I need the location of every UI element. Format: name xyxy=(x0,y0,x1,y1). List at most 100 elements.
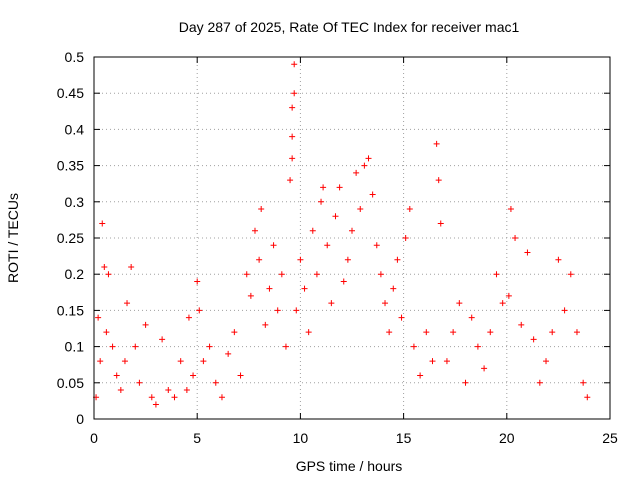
data-point xyxy=(524,249,531,256)
data-point xyxy=(357,206,364,213)
data-point xyxy=(291,90,298,97)
data-point xyxy=(196,307,203,314)
data-point xyxy=(328,300,335,307)
data-point xyxy=(344,256,351,263)
data-point xyxy=(518,321,525,328)
data-point xyxy=(555,256,562,263)
data-point xyxy=(580,379,587,386)
y-tick-label: 0.45 xyxy=(57,85,84,101)
y-axis-title: ROTI / TECUs xyxy=(5,193,21,283)
data-point xyxy=(406,206,413,213)
data-point xyxy=(165,387,172,394)
data-point xyxy=(171,394,178,401)
data-point xyxy=(324,242,331,249)
x-tick-label: 25 xyxy=(602,430,618,446)
data-point xyxy=(584,394,591,401)
data-point xyxy=(301,285,308,292)
data-point xyxy=(194,278,201,285)
data-point xyxy=(183,387,190,394)
data-point xyxy=(340,278,347,285)
data-point xyxy=(103,329,110,336)
data-point xyxy=(293,307,300,314)
data-point xyxy=(318,198,325,205)
data-point xyxy=(113,372,120,379)
data-point xyxy=(274,307,281,314)
x-tick-label: 20 xyxy=(499,430,515,446)
data-point xyxy=(243,271,250,278)
data-point xyxy=(429,358,436,365)
data-point xyxy=(382,300,389,307)
x-tick-label: 5 xyxy=(193,430,201,446)
data-point xyxy=(152,401,159,408)
data-point xyxy=(305,329,312,336)
data-point xyxy=(505,292,512,299)
data-point xyxy=(373,242,380,249)
data-point xyxy=(567,271,574,278)
data-point xyxy=(549,329,556,336)
x-tick-label: 0 xyxy=(90,430,98,446)
data-point xyxy=(433,140,440,147)
data-point xyxy=(450,329,457,336)
data-point xyxy=(212,379,219,386)
data-point xyxy=(493,271,500,278)
data-point xyxy=(394,256,401,263)
data-point xyxy=(398,314,405,321)
data-point xyxy=(435,177,442,184)
x-tick-label: 15 xyxy=(396,430,412,446)
data-point xyxy=(443,358,450,365)
data-point xyxy=(95,314,102,321)
data-point xyxy=(258,206,265,213)
data-point xyxy=(423,329,430,336)
data-point xyxy=(124,300,131,307)
data-point xyxy=(282,343,289,350)
y-tick-label: 0.15 xyxy=(57,302,84,318)
data-point xyxy=(543,358,550,365)
data-point xyxy=(231,329,238,336)
y-tick-label: 0.3 xyxy=(65,194,85,210)
data-point xyxy=(410,343,417,350)
data-point xyxy=(530,336,537,343)
grid xyxy=(94,57,610,419)
data-point xyxy=(101,263,108,270)
data-point xyxy=(266,285,273,292)
y-tick-label: 0.1 xyxy=(65,339,85,355)
y-tick-label: 0 xyxy=(76,411,84,427)
data-point xyxy=(349,227,355,234)
chart-title: Day 287 of 2025, Rate Of TEC Index for r… xyxy=(179,19,520,35)
data-point xyxy=(128,263,135,270)
data-point xyxy=(117,387,124,394)
data-point xyxy=(159,336,166,343)
data-point xyxy=(142,321,149,328)
data-point xyxy=(386,329,393,336)
data-point xyxy=(185,314,192,321)
data-point xyxy=(320,184,327,191)
data-point xyxy=(289,104,296,111)
data-point xyxy=(132,343,139,350)
data-point xyxy=(462,379,469,386)
data-point xyxy=(309,227,316,234)
data-point xyxy=(148,394,155,401)
data-point xyxy=(287,177,294,184)
data-point xyxy=(512,235,519,241)
data-point xyxy=(109,343,116,350)
data-point xyxy=(417,372,424,379)
data-point xyxy=(336,184,343,191)
data-point xyxy=(247,292,254,299)
x-tick-label: 10 xyxy=(293,430,309,446)
data-point xyxy=(437,220,444,227)
data-point xyxy=(200,358,207,365)
plot-frame xyxy=(93,56,611,420)
data-point xyxy=(105,271,112,278)
data-point xyxy=(190,372,197,379)
data-point xyxy=(206,343,213,350)
data-point xyxy=(487,329,494,336)
y-tick-label: 0.2 xyxy=(65,266,85,282)
data-point xyxy=(262,321,269,328)
data-point xyxy=(297,256,304,263)
data-point xyxy=(177,358,184,365)
data-point xyxy=(361,162,368,169)
data-point xyxy=(499,300,506,307)
data-point xyxy=(390,285,397,292)
y-tick-label: 0.4 xyxy=(65,121,85,137)
data-point xyxy=(291,61,298,68)
